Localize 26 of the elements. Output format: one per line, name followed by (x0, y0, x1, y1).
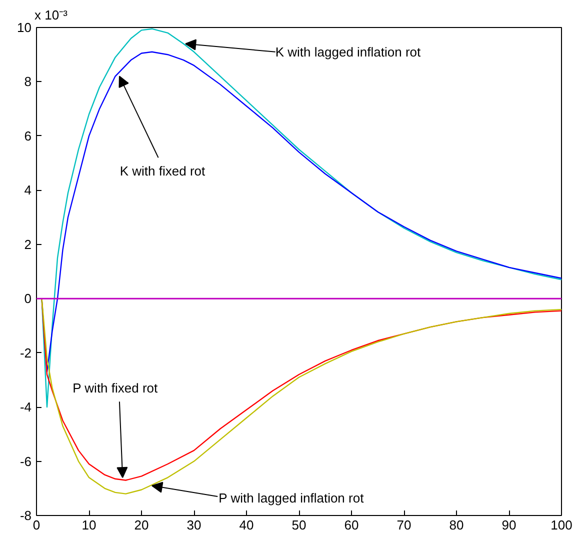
y-tick-label: 8 (24, 74, 32, 90)
y-tick-label: -4 (20, 400, 32, 415)
x-tick-label: 50 (292, 518, 306, 532)
annotation: K with fixed rot (120, 164, 206, 179)
y-tick-label: 0 (24, 291, 32, 306)
y-tick-label: -2 (20, 345, 32, 360)
x-tick-label: 40 (239, 518, 254, 532)
y-tick-label: -8 (20, 508, 32, 523)
x-tick-label: 10 (82, 518, 96, 532)
x-tick-label: 90 (502, 518, 516, 532)
x-tick-label: 60 (344, 518, 359, 532)
annotation: P with fixed rot (72, 380, 158, 396)
y-tick-label: 2 (24, 236, 32, 252)
y-tick-label: 10 (17, 20, 32, 35)
y-tick-label: 6 (24, 128, 32, 144)
annotation: P with lagged inflation rot (218, 490, 364, 506)
text: x 10⁻³ (34, 8, 68, 22)
y-tick-label: -6 (20, 454, 32, 469)
line-series (41, 28, 562, 408)
x-tick-label: 70 (396, 518, 412, 532)
annotation: K with lagged inflation rot (275, 44, 422, 60)
x-tick-label: 20 (134, 518, 149, 532)
x-tick-label: 30 (186, 518, 202, 532)
x-tick-label: 100 (550, 518, 572, 532)
x-tick-label: 80 (449, 518, 464, 532)
y-tick-label: 4 (24, 182, 32, 198)
